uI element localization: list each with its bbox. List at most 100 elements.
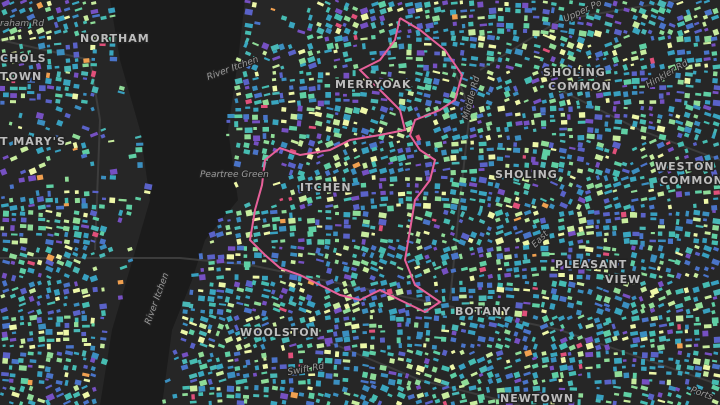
building xyxy=(1,37,9,42)
building xyxy=(712,224,720,231)
building xyxy=(631,295,637,301)
building xyxy=(477,378,482,385)
building xyxy=(252,275,260,279)
building xyxy=(11,358,20,365)
building xyxy=(425,337,430,342)
building xyxy=(630,260,636,267)
building xyxy=(342,307,352,315)
building xyxy=(558,63,569,71)
building xyxy=(387,37,393,43)
building xyxy=(704,100,711,105)
building xyxy=(713,190,720,195)
building xyxy=(379,15,386,22)
building xyxy=(494,237,505,245)
building xyxy=(675,191,683,198)
building xyxy=(531,169,539,173)
building xyxy=(585,50,592,57)
building xyxy=(9,1,15,6)
building xyxy=(487,378,494,385)
building xyxy=(262,259,267,263)
building xyxy=(415,316,423,320)
building xyxy=(522,335,528,342)
building xyxy=(20,196,26,203)
building xyxy=(639,147,646,152)
building xyxy=(668,22,676,28)
building xyxy=(577,84,582,90)
building xyxy=(226,119,231,123)
building xyxy=(180,329,189,336)
building xyxy=(127,258,134,263)
building xyxy=(478,155,484,161)
building xyxy=(468,21,474,27)
building xyxy=(495,0,499,4)
building xyxy=(55,76,62,82)
building xyxy=(317,100,324,107)
building xyxy=(63,302,68,307)
building xyxy=(415,57,423,62)
building xyxy=(83,232,89,239)
building xyxy=(548,34,557,41)
building xyxy=(2,154,9,160)
building xyxy=(378,324,383,329)
building xyxy=(459,177,467,184)
building xyxy=(369,309,375,314)
building xyxy=(20,93,26,99)
building xyxy=(245,98,253,105)
building xyxy=(19,77,28,81)
building xyxy=(36,174,44,181)
building xyxy=(424,170,430,177)
building xyxy=(649,379,653,382)
building xyxy=(711,359,718,363)
building xyxy=(594,337,601,344)
building xyxy=(524,15,528,22)
building xyxy=(632,20,641,29)
building xyxy=(343,72,350,79)
building xyxy=(684,148,689,154)
building xyxy=(73,83,80,89)
building xyxy=(271,385,279,391)
building xyxy=(279,246,283,250)
building xyxy=(711,132,717,140)
building xyxy=(63,399,71,405)
building xyxy=(90,1,97,5)
building xyxy=(82,219,88,224)
building xyxy=(316,21,322,28)
building xyxy=(522,259,531,264)
building xyxy=(215,357,221,363)
building xyxy=(638,296,644,302)
building xyxy=(324,48,333,54)
building xyxy=(613,36,619,43)
building xyxy=(424,28,431,33)
building xyxy=(298,350,305,354)
building xyxy=(45,399,51,405)
building xyxy=(567,254,572,260)
building xyxy=(298,364,304,367)
building xyxy=(190,308,196,312)
building xyxy=(449,231,456,237)
building xyxy=(577,196,587,204)
building xyxy=(469,112,479,120)
building xyxy=(658,93,664,99)
building xyxy=(343,345,351,352)
building xyxy=(569,175,576,180)
building xyxy=(9,184,15,190)
building xyxy=(542,33,550,39)
building xyxy=(245,295,251,300)
building xyxy=(333,183,340,190)
building xyxy=(658,287,663,292)
building xyxy=(280,344,286,352)
building xyxy=(531,336,536,343)
building xyxy=(378,252,385,259)
building xyxy=(623,79,632,86)
building xyxy=(127,246,133,252)
building xyxy=(522,28,528,33)
building xyxy=(496,126,501,133)
building xyxy=(83,364,89,369)
building xyxy=(415,15,421,19)
building xyxy=(269,231,278,235)
building xyxy=(99,230,105,237)
building xyxy=(308,77,314,81)
building xyxy=(29,36,37,41)
building xyxy=(216,392,223,398)
building xyxy=(539,322,549,330)
